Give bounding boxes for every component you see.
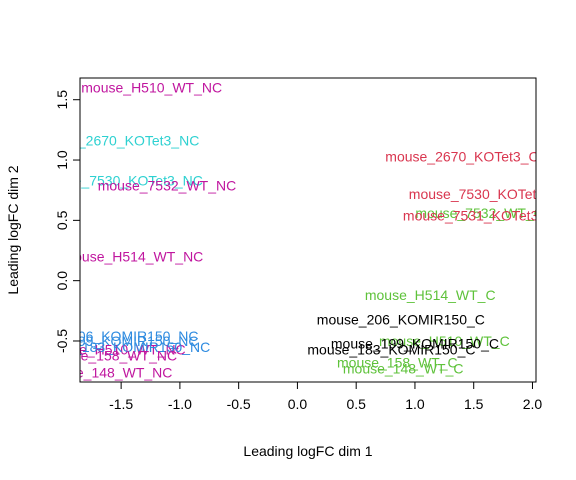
point-label: mouse_H510_WT_NC [45, 341, 186, 357]
y-tick-label: 1.5 [54, 90, 70, 110]
point-label: mouse_183_KOMIR150_NC [32, 339, 210, 355]
y-tick-label: 0.0 [54, 271, 70, 291]
x-axis-title: Leading logFC dim 1 [243, 443, 372, 459]
point-label: mouse_7532_WT_NC [98, 177, 237, 193]
point-label: mouse_148_WT_NC [42, 364, 173, 380]
x-tick-label: 0.0 [288, 396, 308, 412]
points-layer: mouse_H510_WT_NCmouse_2670_KOTet3_NCmous… [20, 80, 562, 381]
y-tick-label: 0.5 [54, 210, 70, 230]
x-axis: -1.5 -1.0 -0.5 0.0 0.5 1.0 1.5 2.0 [109, 381, 543, 412]
point-label: mouse_183_KOMIR150_C [307, 341, 475, 357]
point-label: mouse_7531_KOTet3_C [403, 208, 556, 224]
point-label: mouse_206_KOMIR150_C [317, 311, 485, 327]
y-axis-title: Leading logFC dim 2 [5, 165, 21, 294]
point-label: mouse_2670_KOTet3_NC [36, 133, 199, 149]
x-tick-label: -0.5 [227, 396, 251, 412]
y-tick-label: -0.5 [54, 329, 70, 353]
point-label: mouse_148_WT_C [343, 361, 464, 377]
point-label: mouse_199_KOMIR150_NC [20, 333, 198, 349]
point-label: mouse_2670_KOTet3_C [385, 148, 538, 164]
x-tick-label: 1.0 [405, 396, 425, 412]
x-tick-label: 2.0 [523, 396, 543, 412]
x-tick-label: 0.5 [346, 396, 366, 412]
point-label: mouse_H514_WT_NC [62, 249, 203, 265]
point-label: mouse_199_KOMIR150_C [331, 335, 499, 351]
point-label: mouse_7530_KOTet3_NC [39, 173, 202, 189]
x-tick-label: -1.5 [109, 396, 133, 412]
point-label: mouse_H510_WT_NC [81, 80, 222, 96]
x-tick-label: 1.5 [464, 396, 484, 412]
point-label: mouse_206_KOMIR150_NC [20, 328, 198, 344]
y-tick-label: 1.0 [54, 150, 70, 170]
point-label: mouse_158_WT_C [337, 355, 458, 371]
y-axis: -0.5 0.0 0.5 1.0 1.5 [54, 90, 81, 353]
point-label: mouse_H514_WT_C [365, 287, 496, 303]
point-label: mouse_7532_WT_C [415, 205, 543, 221]
point-label: mouse_158_WT_NC [46, 347, 177, 363]
point-label: mouse_H510_WT_C [379, 333, 510, 349]
point-label: mouse_7530_KOTet3_C [409, 186, 562, 202]
x-tick-label: -1.0 [168, 396, 192, 412]
